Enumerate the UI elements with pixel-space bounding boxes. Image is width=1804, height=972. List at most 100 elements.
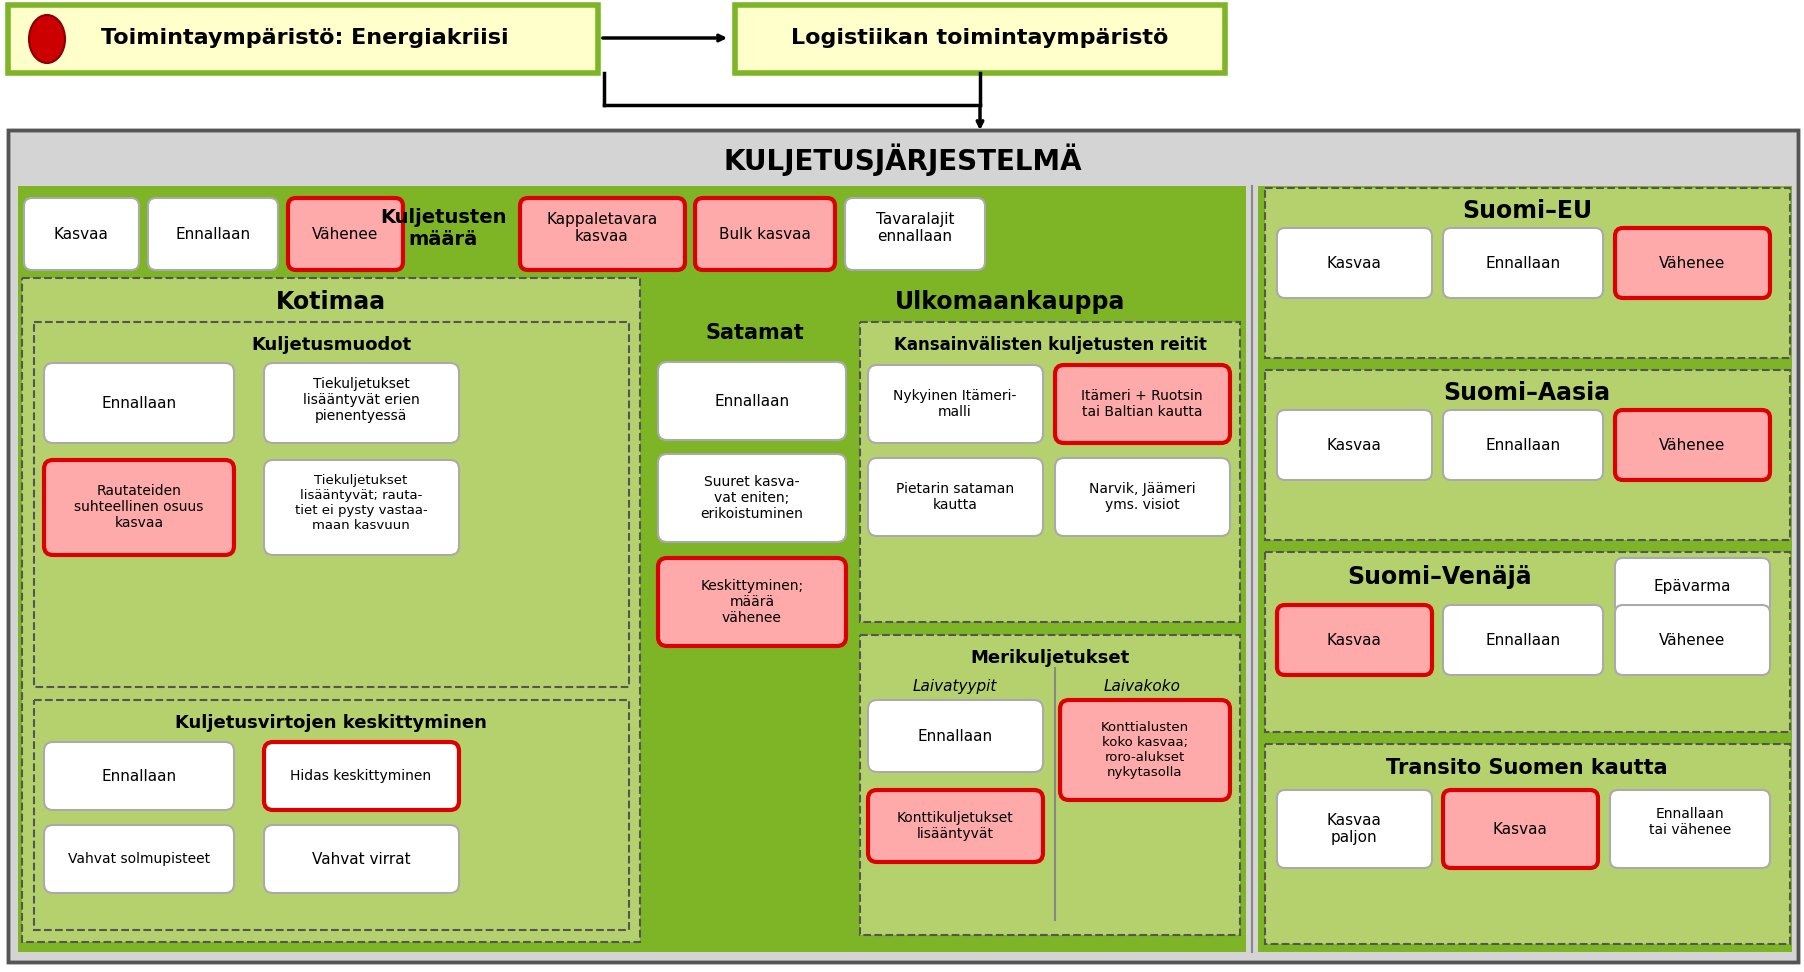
FancyBboxPatch shape [1061, 700, 1230, 800]
Bar [1265, 370, 1790, 540]
Bar [1265, 744, 1790, 944]
Bar [1265, 188, 1790, 358]
FancyBboxPatch shape [1055, 365, 1230, 443]
Text: Laivatyypit: Laivatyypit [913, 678, 998, 693]
Text: Toimintaympäristö: Energiakriisi: Toimintaympäristö: Energiakriisi [101, 28, 509, 48]
Text: Ennallaan: Ennallaan [1485, 256, 1560, 270]
FancyBboxPatch shape [844, 198, 985, 270]
Text: Kasvaa
paljon: Kasvaa paljon [1326, 813, 1382, 846]
Text: Ennallaan: Ennallaan [918, 728, 992, 744]
Text: Laivakoko: Laivakoko [1104, 678, 1180, 693]
Text: KULJETUSJÄRJESTELMÄ: KULJETUSJÄRJESTELMÄ [723, 144, 1082, 176]
Bar [861, 322, 1239, 622]
Text: Kasvaa: Kasvaa [1326, 437, 1382, 453]
FancyBboxPatch shape [263, 825, 458, 893]
Text: Kasvaa: Kasvaa [1326, 256, 1382, 270]
Text: Vähenee: Vähenee [1660, 256, 1725, 270]
FancyBboxPatch shape [658, 558, 846, 646]
Text: Suuret kasva-
vat eniten;
erikoistuminen: Suuret kasva- vat eniten; erikoistuminen [700, 474, 803, 521]
FancyBboxPatch shape [1615, 605, 1770, 675]
FancyBboxPatch shape [43, 460, 235, 555]
Bar [1257, 186, 1791, 952]
Text: Satamat: Satamat [705, 323, 805, 343]
FancyBboxPatch shape [1277, 228, 1432, 298]
Text: Tiekuljetukset
lisääntyvät; rauta-
tiet ei pysty vastaa-
maan kasvuun: Tiekuljetukset lisääntyvät; rauta- tiet … [294, 474, 428, 532]
Text: Ennallaan: Ennallaan [101, 769, 177, 783]
FancyBboxPatch shape [1615, 228, 1770, 298]
FancyBboxPatch shape [1443, 605, 1604, 675]
Bar [34, 700, 630, 930]
Text: Konttialusten
koko kasvaa;
roro-alukset
nykytasolla: Konttialusten koko kasvaa; roro-alukset … [1100, 721, 1189, 779]
FancyBboxPatch shape [1277, 410, 1432, 480]
Bar [734, 5, 1225, 73]
FancyBboxPatch shape [868, 365, 1043, 443]
Text: Kuljetusvirtojen keskittyminen: Kuljetusvirtojen keskittyminen [175, 714, 487, 732]
FancyBboxPatch shape [658, 362, 846, 440]
FancyBboxPatch shape [1443, 790, 1598, 868]
Text: Vähenee: Vähenee [312, 226, 379, 241]
Text: Itämeri + Ruotsin
tai Baltian kautta: Itämeri + Ruotsin tai Baltian kautta [1081, 389, 1203, 419]
FancyBboxPatch shape [289, 198, 402, 270]
Text: Kuljetusmuodot: Kuljetusmuodot [251, 336, 411, 354]
Bar [7, 130, 1799, 962]
Text: Ennallaan: Ennallaan [714, 394, 790, 408]
Text: Logistiikan toimintaympäristö: Logistiikan toimintaympäristö [792, 28, 1169, 48]
FancyBboxPatch shape [868, 458, 1043, 536]
FancyBboxPatch shape [868, 790, 1043, 862]
Text: Keskittyminen;
määrä
vähenee: Keskittyminen; määrä vähenee [700, 578, 803, 625]
Bar [1265, 552, 1790, 732]
Bar [7, 130, 1799, 962]
FancyBboxPatch shape [1055, 458, 1230, 536]
Text: Epävarma: Epävarma [1652, 578, 1730, 594]
Text: Kappaletavara
kasvaa: Kappaletavara kasvaa [547, 212, 658, 244]
Text: Rautateiden
suhteellinen osuus
kasvaa: Rautateiden suhteellinen osuus kasvaa [74, 484, 204, 530]
FancyBboxPatch shape [1443, 410, 1604, 480]
Text: Kotimaa: Kotimaa [276, 290, 386, 314]
FancyBboxPatch shape [263, 363, 458, 443]
Text: Pietarin sataman
kautta: Pietarin sataman kautta [897, 482, 1014, 512]
Text: Kasvaa: Kasvaa [1492, 821, 1548, 837]
Text: Tavaralajit
ennallaan: Tavaralajit ennallaan [875, 212, 954, 244]
FancyBboxPatch shape [1615, 410, 1770, 480]
FancyBboxPatch shape [43, 363, 235, 443]
Text: Vähenee: Vähenee [1660, 633, 1725, 647]
Bar [861, 635, 1239, 935]
Text: Ennallaan: Ennallaan [175, 226, 251, 241]
FancyBboxPatch shape [43, 742, 235, 810]
FancyBboxPatch shape [1615, 558, 1770, 613]
FancyBboxPatch shape [263, 460, 458, 555]
FancyBboxPatch shape [1443, 228, 1604, 298]
FancyBboxPatch shape [23, 198, 139, 270]
FancyBboxPatch shape [658, 454, 846, 542]
Text: Narvik, Jäämeri
yms. visiot: Narvik, Jäämeri yms. visiot [1088, 482, 1196, 512]
Text: Vähenee: Vähenee [1660, 437, 1725, 453]
Text: Ennallaan: Ennallaan [1485, 633, 1560, 647]
Bar [22, 278, 640, 942]
Text: Vahvat solmupisteet: Vahvat solmupisteet [69, 852, 209, 866]
Text: Bulk kasvaa: Bulk kasvaa [720, 226, 812, 241]
Bar [34, 322, 630, 687]
Bar [7, 5, 597, 73]
Text: Kasvaa: Kasvaa [1326, 633, 1382, 647]
Text: Kansainvälisten kuljetusten reitit: Kansainvälisten kuljetusten reitit [893, 336, 1207, 354]
Text: Kasvaa: Kasvaa [54, 226, 108, 241]
Text: Nykyinen Itämeri-
malli: Nykyinen Itämeri- malli [893, 389, 1017, 419]
Text: Suomi–EU: Suomi–EU [1461, 199, 1593, 223]
Bar [18, 186, 1247, 952]
FancyBboxPatch shape [520, 198, 686, 270]
Text: Ulkomaankauppa: Ulkomaankauppa [895, 290, 1126, 314]
Text: Kuljetusten
määrä: Kuljetusten määrä [381, 207, 507, 249]
FancyBboxPatch shape [868, 700, 1043, 772]
Text: Vahvat virrat: Vahvat virrat [312, 851, 410, 866]
Text: Suomi–Aasia: Suomi–Aasia [1443, 381, 1611, 405]
Text: Hidas keskittyminen: Hidas keskittyminen [290, 769, 431, 783]
Text: Ennallaan: Ennallaan [101, 396, 177, 410]
Text: Konttikuljetukset
lisääntyvät: Konttikuljetukset lisääntyvät [897, 811, 1014, 841]
FancyBboxPatch shape [263, 742, 458, 810]
Text: Ennallaan
tai vähenee: Ennallaan tai vähenee [1649, 807, 1732, 837]
Text: Suomi–Venäjä: Suomi–Venäjä [1348, 565, 1532, 589]
FancyBboxPatch shape [148, 198, 278, 270]
Text: Tiekuljetukset
lisääntyvät erien
pienentyessä: Tiekuljetukset lisääntyvät erien pienent… [303, 377, 419, 423]
FancyBboxPatch shape [43, 825, 235, 893]
Text: Ennallaan: Ennallaan [1485, 437, 1560, 453]
